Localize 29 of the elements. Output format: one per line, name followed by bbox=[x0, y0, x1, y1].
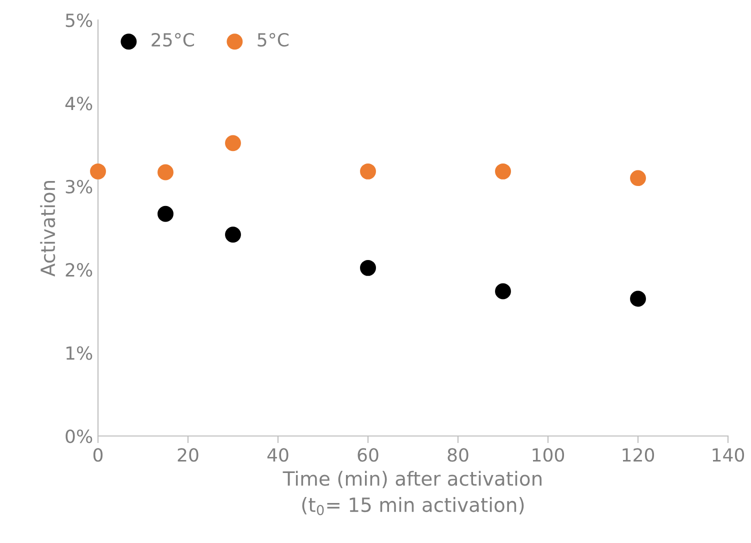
x-tick-label: 40 bbox=[267, 448, 288, 462]
point bbox=[360, 163, 376, 180]
point bbox=[495, 163, 511, 180]
y-tick-label: 4% bbox=[65, 96, 92, 110]
y-tick-label: 2% bbox=[66, 263, 92, 277]
point bbox=[360, 260, 376, 276]
y-tick-label: 3% bbox=[66, 180, 92, 194]
x-tick-label: 60 bbox=[358, 448, 378, 462]
point bbox=[90, 163, 106, 180]
x-tick-label: 80 bbox=[448, 448, 468, 462]
y-tick-label: 5% bbox=[66, 13, 92, 28]
point bbox=[158, 164, 174, 180]
y-tick-label: 0% bbox=[66, 429, 92, 444]
y-tick-label: 1% bbox=[66, 346, 92, 360]
point bbox=[630, 170, 646, 186]
x-tick-label: 0 bbox=[93, 448, 103, 462]
x-tick-label: 120 bbox=[622, 448, 654, 462]
x-tick-label: 100 bbox=[532, 448, 564, 462]
point bbox=[225, 135, 241, 152]
point bbox=[630, 290, 646, 307]
legend-label: 25°C bbox=[152, 32, 194, 47]
point bbox=[158, 206, 174, 222]
point bbox=[225, 226, 241, 243]
y-axis-title: Activation bbox=[40, 180, 56, 277]
point bbox=[495, 283, 511, 300]
legend-label: 5°C bbox=[258, 32, 289, 47]
x-axis-title: Time (min) after activation (t$_{0}$= 15 min activation) bbox=[282, 470, 542, 516]
x-tick-label: 20 bbox=[178, 448, 198, 462]
x-tick-label: 140 bbox=[712, 448, 744, 462]
